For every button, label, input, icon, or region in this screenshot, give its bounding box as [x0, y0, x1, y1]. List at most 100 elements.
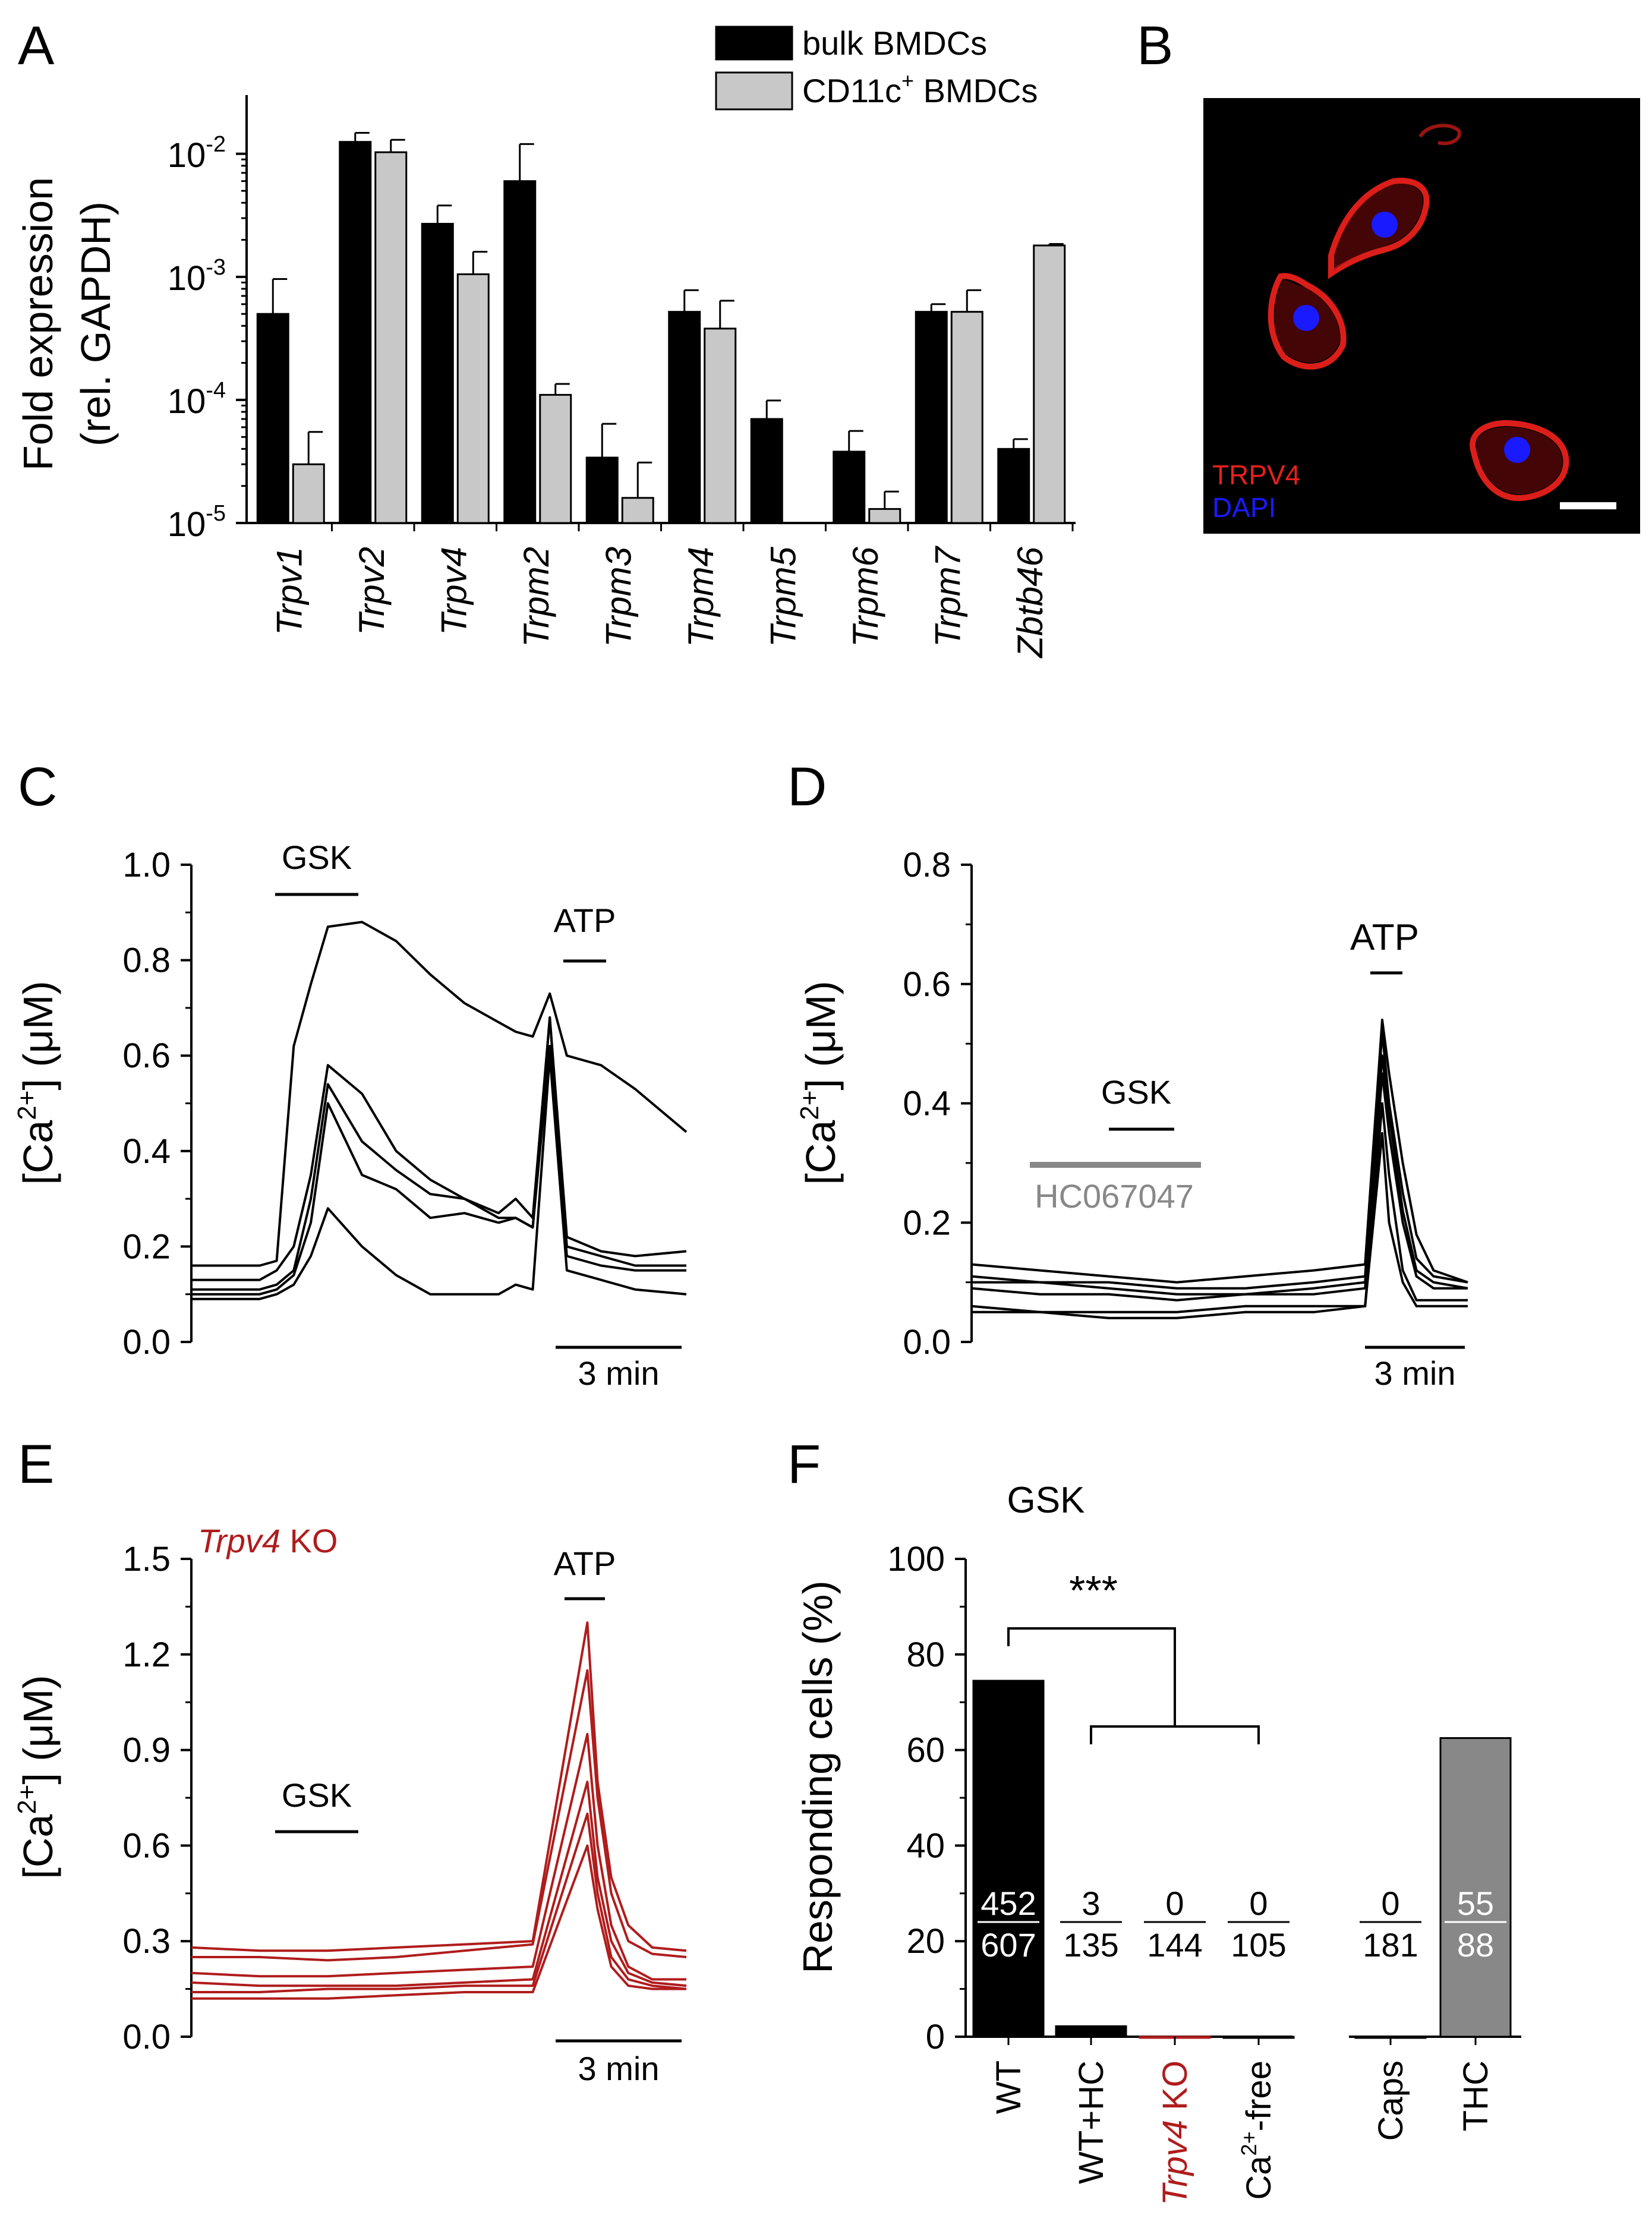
- y-tick-label: 0.3: [122, 1922, 171, 1961]
- bar-bulk: [668, 311, 701, 524]
- panel-e-calcium-traces: [Ca2+] (μM) Trpv4 KO GSK ATP 3 min 0.0 0.…: [12, 1522, 687, 2087]
- stain-label-trpv4: TRPV4: [1212, 459, 1300, 490]
- trpv4-ko-annotation: Trpv4 KO: [198, 1522, 338, 1559]
- y-axis-label-a-2: (rel. GAPDH): [72, 201, 119, 446]
- gsk-label-c: GSK: [282, 839, 352, 876]
- panel-letter-f: F: [787, 1434, 821, 1495]
- x-tick-label-a: Trpm4: [681, 547, 721, 647]
- count-numerator: 55: [1457, 1885, 1494, 1922]
- panel-f-bar-chart: GSK Responding cells (%) *** 0 20 40 60 80 10…: [795, 1480, 1521, 2206]
- trace-5: [191, 1812, 687, 1993]
- atp-label-d: ATP: [1350, 917, 1419, 958]
- x-tick-label-a: Trpm5: [763, 546, 803, 647]
- x-tick-label-a: Trpv4: [434, 547, 474, 635]
- panel-letter-b: B: [1137, 15, 1173, 76]
- count-numerator: 0: [1381, 1885, 1399, 1922]
- x-tick-label-a: Trpv1: [269, 547, 309, 635]
- y-tick-label: 0.0: [122, 2018, 171, 2056]
- panel-d-calcium-traces: [Ca2+] (μM) GSK HC067047 ATP 3 min 0.0 0.…: [795, 846, 1468, 1392]
- count-numerator: 0: [1165, 1885, 1184, 1922]
- y-tick-label-f: 0: [926, 2018, 945, 2056]
- bar-bulk: [915, 311, 948, 524]
- scale-bar-label-d: 3 min: [1374, 1354, 1456, 1392]
- significance-group-bracket: [1090, 1725, 1260, 1744]
- y-axis-label-e: [Ca2+] (μM): [12, 1675, 61, 1879]
- y-tick-label-exp: -5: [206, 501, 226, 526]
- trace-1: [191, 1621, 687, 1952]
- trace-1: [191, 921, 688, 1267]
- gsk-label-d: GSK: [1101, 1073, 1171, 1111]
- trace-6: [191, 1844, 686, 2000]
- x-tick-label-a: Trpm7: [928, 545, 967, 647]
- y-tick-label-a: 10-4: [168, 378, 226, 421]
- bar-bulk: [503, 180, 537, 524]
- y-tick-label-f: 40: [906, 1826, 945, 1865]
- y-tick-label: 0.8: [903, 846, 951, 884]
- bar-cd11c: [292, 463, 325, 524]
- count-denominator: 135: [1063, 1926, 1118, 1964]
- trace-6: [972, 1132, 1468, 1319]
- y-tick-label-exp: -4: [206, 378, 226, 403]
- nucleus-2: [1293, 305, 1319, 331]
- scale-bar-label-c: 3 min: [578, 1354, 660, 1392]
- y-tick-label: 1.2: [122, 1636, 171, 1674]
- significance-stars: ***: [1069, 1567, 1118, 1614]
- y-tick-label-exp: -2: [206, 132, 226, 157]
- trace-2: [191, 1669, 687, 1962]
- y-tick-label: 0.0: [903, 1323, 951, 1362]
- y-tick-label-f: 20: [906, 1922, 945, 1961]
- legend-label-cd11c: CD11c+ BMDCs: [802, 68, 1038, 109]
- y-tick-label-base: 10: [168, 259, 206, 298]
- x-label-text: WT: [989, 2060, 1028, 2114]
- y-tick-label: 0.9: [122, 1731, 171, 1770]
- cell-red-stain: [1268, 124, 1569, 502]
- gsk-label-e: GSK: [282, 1776, 352, 1814]
- trace-2: [191, 1016, 686, 1281]
- x-tick-label-f: WT: [989, 2060, 1028, 2114]
- y-axis-label-a: Fold expression: [15, 177, 61, 471]
- x-tick-label-f: Trpv4 KO: [1156, 2060, 1194, 2206]
- y-tick-label: 0.2: [903, 1203, 951, 1242]
- legend: bulk BMDCs CD11c+ BMDCs: [715, 24, 1038, 111]
- trace-4: [971, 1072, 1468, 1302]
- x-tick-label-a: Trpm2: [516, 547, 556, 647]
- x-tick-label-f: THC: [1456, 2060, 1495, 2131]
- x-label-text: Caps: [1372, 2060, 1410, 2141]
- x-label-text: THC: [1456, 2060, 1495, 2131]
- chart-title-f: GSK: [1007, 1480, 1085, 1521]
- hc067047-label-d: HC067047: [1035, 1177, 1194, 1215]
- y-axis-label-f: Responding cells (%): [795, 1580, 841, 1973]
- panel-a-bar-chart: bulk BMDCs CD11c+ BMDCs Fold expression …: [15, 24, 1076, 659]
- panel-letter-a: A: [18, 15, 55, 76]
- x-tick-label-a: Trpm6: [846, 546, 885, 647]
- y-tick-label: 0.6: [122, 1036, 171, 1075]
- y-tick-label-a: 10-3: [168, 255, 226, 298]
- y-axis-label-c: [Ca2+] (μM): [12, 981, 61, 1184]
- stain-label-dapi: DAPI: [1212, 492, 1276, 523]
- count-denominator: 144: [1147, 1926, 1202, 1964]
- x-tick-label-f: Ca2+-free: [1237, 2060, 1278, 2200]
- y-tick-label-base: 10: [168, 505, 206, 544]
- trace-5: [191, 1054, 687, 1300]
- y-tick-label-a: 10-5: [168, 501, 226, 544]
- y-axis-label-d: [Ca2+] (μM): [795, 981, 844, 1184]
- y-tick-label: 1.0: [122, 846, 171, 884]
- bar-bulk: [421, 223, 454, 524]
- count-denominator: 181: [1363, 1926, 1418, 1964]
- y-tick-label-f: 80: [906, 1636, 945, 1674]
- panel-letter-d: D: [787, 757, 827, 817]
- nucleus-1: [1372, 212, 1398, 238]
- y-tick-label: 0.6: [122, 1826, 171, 1865]
- significance-bracket: [1007, 1627, 1176, 1726]
- y-tick-label: 1.5: [122, 1540, 171, 1578]
- y-tick-label: 0.2: [122, 1227, 171, 1266]
- legend-swatch-cd11c: [715, 71, 793, 111]
- bar-f: [1055, 2025, 1127, 2038]
- x-label-italic: Trpv4: [1156, 2120, 1194, 2206]
- legend-label-bulk: bulk BMDCs: [802, 24, 987, 62]
- panel-letter-c: C: [18, 757, 57, 817]
- bar-cd11c: [704, 327, 737, 524]
- count-denominator: 607: [981, 1926, 1036, 1964]
- legend-swatch-bulk: [715, 26, 793, 61]
- y-tick-label-base: 10: [168, 136, 206, 175]
